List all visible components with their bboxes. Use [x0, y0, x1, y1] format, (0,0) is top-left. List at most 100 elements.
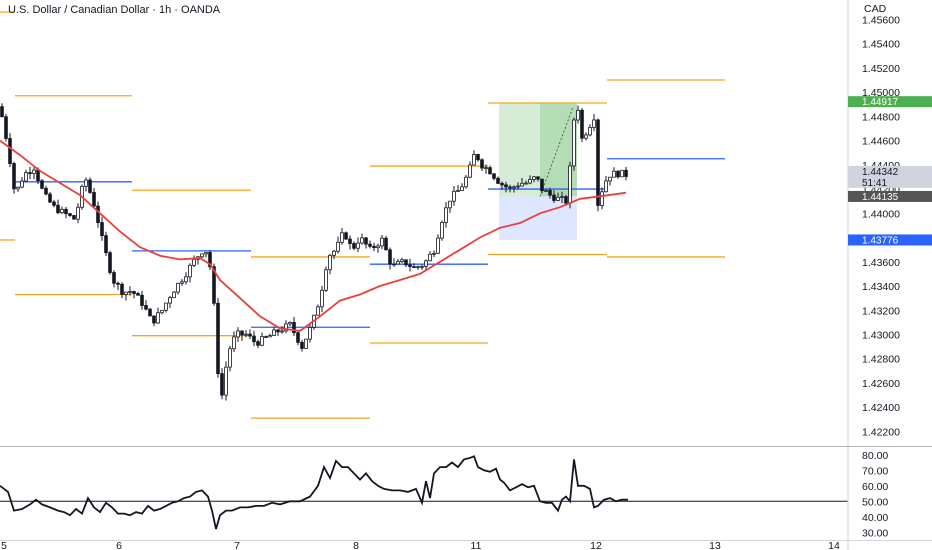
time-tick-label: 12	[590, 540, 602, 550]
candle-body	[184, 276, 188, 283]
candle-body	[560, 196, 564, 198]
price-tick-label: 1.44600	[862, 136, 900, 148]
candle-body	[104, 235, 108, 254]
candle-body	[528, 179, 532, 184]
candle-body	[336, 241, 340, 252]
candle-body	[168, 297, 172, 304]
candle-body	[280, 330, 284, 333]
candle-body	[0, 106, 4, 118]
candle-body	[188, 264, 192, 278]
price-tick-label: 1.44800	[862, 111, 900, 123]
candle-body	[68, 213, 72, 216]
candle-body	[584, 134, 588, 139]
candle-body	[380, 237, 384, 247]
candle-body	[192, 258, 196, 266]
candle-body	[252, 335, 256, 343]
candle-body	[456, 190, 460, 192]
candle-body	[544, 190, 548, 192]
candle-body	[516, 185, 520, 188]
candle-body	[268, 335, 272, 338]
candle-body	[416, 266, 420, 269]
candle-body	[40, 180, 44, 189]
candle-body	[492, 173, 496, 179]
candle-body	[160, 309, 164, 314]
candle-body	[140, 294, 144, 306]
candle-body	[4, 116, 8, 139]
candle-body	[156, 312, 160, 324]
chart-title: U.S. Dollar / Canadian Dollar · 1h · OAN…	[8, 4, 221, 16]
candle-body	[76, 206, 80, 220]
candle-body	[460, 186, 464, 191]
price-tag-bg	[848, 96, 932, 108]
price-tick-label: 1.44000	[862, 208, 900, 220]
candle-body	[396, 261, 400, 265]
price-tick-label: 1.42800	[862, 354, 900, 366]
candle-body	[228, 348, 232, 368]
candle-body	[620, 169, 624, 178]
candle-body	[624, 169, 628, 177]
candle-body	[412, 266, 416, 268]
candle-body	[248, 333, 252, 337]
candle-body	[132, 291, 136, 294]
candle-body	[244, 333, 248, 336]
candle-body	[116, 282, 120, 285]
candle-body	[24, 172, 28, 182]
candle-body	[224, 366, 228, 396]
candle-body	[112, 272, 116, 284]
candle-body	[48, 193, 52, 203]
candle-body	[372, 245, 376, 249]
candle-body	[316, 306, 320, 316]
candle-body	[32, 169, 36, 174]
candle-body	[436, 237, 440, 254]
candle-body	[604, 180, 608, 193]
price-tick-label: 1.45400	[862, 39, 900, 51]
candle-body	[28, 172, 32, 175]
time-tick-label: 7	[234, 540, 240, 550]
candle-body	[576, 109, 580, 121]
candle-body	[612, 170, 616, 178]
moving-average	[0, 139, 627, 332]
candle-body	[496, 177, 500, 184]
candle-body	[236, 330, 240, 338]
candle-body	[512, 186, 516, 189]
candle-body	[488, 167, 492, 175]
price-tag-bg	[848, 190, 932, 202]
candle-body	[552, 194, 556, 201]
candle-body	[420, 265, 424, 268]
candle-body	[484, 167, 488, 170]
price-tag-text: 1.44917	[862, 97, 899, 108]
price-tick-label: 1.45600	[862, 14, 900, 26]
long-position-tool[interactable]	[499, 103, 577, 240]
candle-body	[172, 291, 176, 299]
candle-body	[480, 159, 484, 169]
candle-body	[388, 249, 392, 265]
candle-body	[64, 208, 68, 215]
candle-body	[44, 187, 48, 195]
candle-body	[588, 127, 592, 136]
time-tick-label: 14	[828, 540, 840, 550]
price-tag-bg	[848, 165, 932, 188]
candle-body	[128, 291, 132, 293]
price-tick-label: 1.45000	[862, 87, 900, 99]
candle-body	[320, 289, 324, 308]
candle-body	[352, 243, 356, 249]
candle-body	[216, 302, 220, 375]
price-tick-label: 1.43600	[862, 257, 900, 269]
candle-body	[536, 176, 540, 180]
candle-body	[96, 205, 100, 223]
candle-body	[308, 327, 312, 340]
price-tag-text: 1.44342	[862, 167, 899, 178]
candle-body	[120, 283, 124, 295]
candle-body	[476, 154, 480, 161]
candle-body	[16, 186, 20, 190]
candle-body	[208, 252, 212, 268]
candle-body	[472, 154, 476, 166]
candle-body	[568, 165, 572, 204]
ma-line	[0, 139, 627, 332]
candle-body	[84, 179, 88, 187]
price-tick-label: 1.42200	[862, 426, 900, 438]
candle-body	[264, 336, 268, 338]
price-tick-label: 1.42400	[862, 402, 900, 414]
